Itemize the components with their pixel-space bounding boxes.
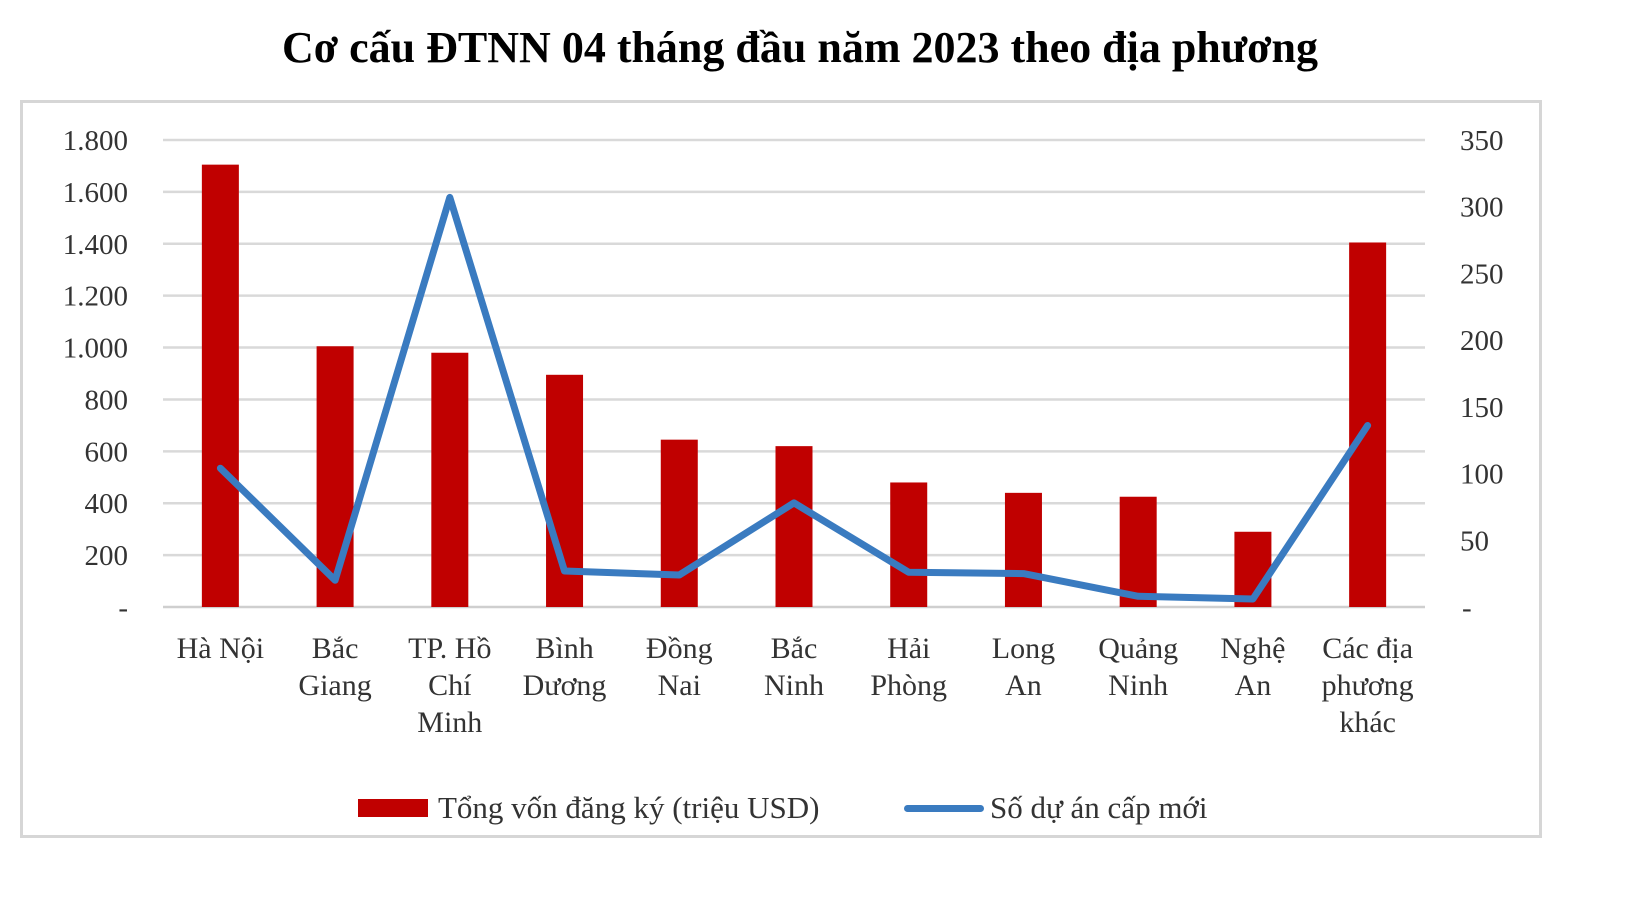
left-axis-tick-labels: - 200 400 600 800 1.000 1.200 1.400 1.600 1.800: [63, 125, 128, 624]
bar: [1004, 492, 1042, 607]
series-line: [216, 193, 1372, 603]
x-tick-label: Đồng Nai: [646, 632, 713, 702]
y-right-tick-label: 150: [1460, 392, 1504, 424]
legend-item-line: Số dự án cấp mới: [904, 788, 1207, 828]
legend: Tổng vốn đăng ký (triệu USD) Số dự án cấ…: [0, 788, 1600, 828]
y-left-tick-label: 800: [85, 384, 129, 416]
x-tick-label: Bắc Giang: [298, 632, 371, 702]
x-tick-label: Bắc Ninh: [764, 632, 824, 702]
bar: [660, 439, 698, 607]
y-left-tick-label: 1.000: [63, 333, 128, 365]
y-left-tick-label: -: [118, 592, 128, 624]
right-axis-tick-labels: - 50 100 150 200 250 300 350: [1460, 125, 1504, 624]
line-series: [216, 193, 1372, 603]
x-tick-label: Bình Dương: [523, 632, 607, 702]
chart-title: Cơ cấu ĐTNN 04 tháng đầu năm 2023 theo đ…: [282, 23, 1318, 72]
x-axis-tick-labels: Hà Nội Bắc Giang TP. Hồ Chí Minh Bình Dương Đồng…: [177, 632, 1414, 739]
y-right-tick-label: 300: [1460, 192, 1504, 224]
legend-label-line: Số dự án cấp mới: [990, 790, 1208, 825]
legend-item-bar: Tổng vốn đăng ký (triệu USD): [358, 788, 819, 828]
x-tick-label: Hà Nội: [177, 632, 264, 665]
x-tick-label: Hải Phòng: [870, 632, 947, 702]
y-left-tick-label: 1.800: [63, 125, 128, 157]
y-left-tick-label: 200: [85, 540, 129, 572]
y-right-tick-label: 200: [1460, 325, 1504, 357]
bar: [1119, 496, 1157, 607]
x-tick-label: Long An: [992, 632, 1055, 702]
x-tick-label: Nghệ An: [1220, 632, 1285, 702]
bar: [201, 164, 239, 607]
y-left-tick-label: 600: [85, 436, 129, 468]
bar-series: [201, 164, 1387, 607]
x-tick-label: Quảng Ninh: [1098, 632, 1178, 702]
y-right-tick-label: 100: [1460, 459, 1504, 491]
y-left-tick-label: 1.400: [63, 229, 128, 261]
y-left-tick-label: 400: [85, 488, 129, 520]
bar: [775, 446, 813, 607]
y-left-tick-label: 1.600: [63, 177, 128, 209]
bar: [890, 482, 928, 607]
legend-label-bar: Tổng vốn đăng ký (triệu USD): [438, 790, 820, 825]
legend-swatch-bar: [358, 799, 428, 817]
x-tick-label: TP. Hồ Chí Minh: [408, 632, 491, 739]
x-tick-label: Các địa phương khác: [1322, 632, 1414, 739]
y-right-tick-label: 350: [1460, 125, 1504, 157]
y-right-tick-label: -: [1462, 592, 1472, 624]
y-right-tick-label: 250: [1460, 258, 1504, 290]
bar: [431, 352, 469, 607]
y-left-tick-label: 1.200: [63, 281, 128, 313]
legend-swatch-line: [904, 804, 984, 812]
y-right-tick-label: 50: [1460, 525, 1489, 557]
